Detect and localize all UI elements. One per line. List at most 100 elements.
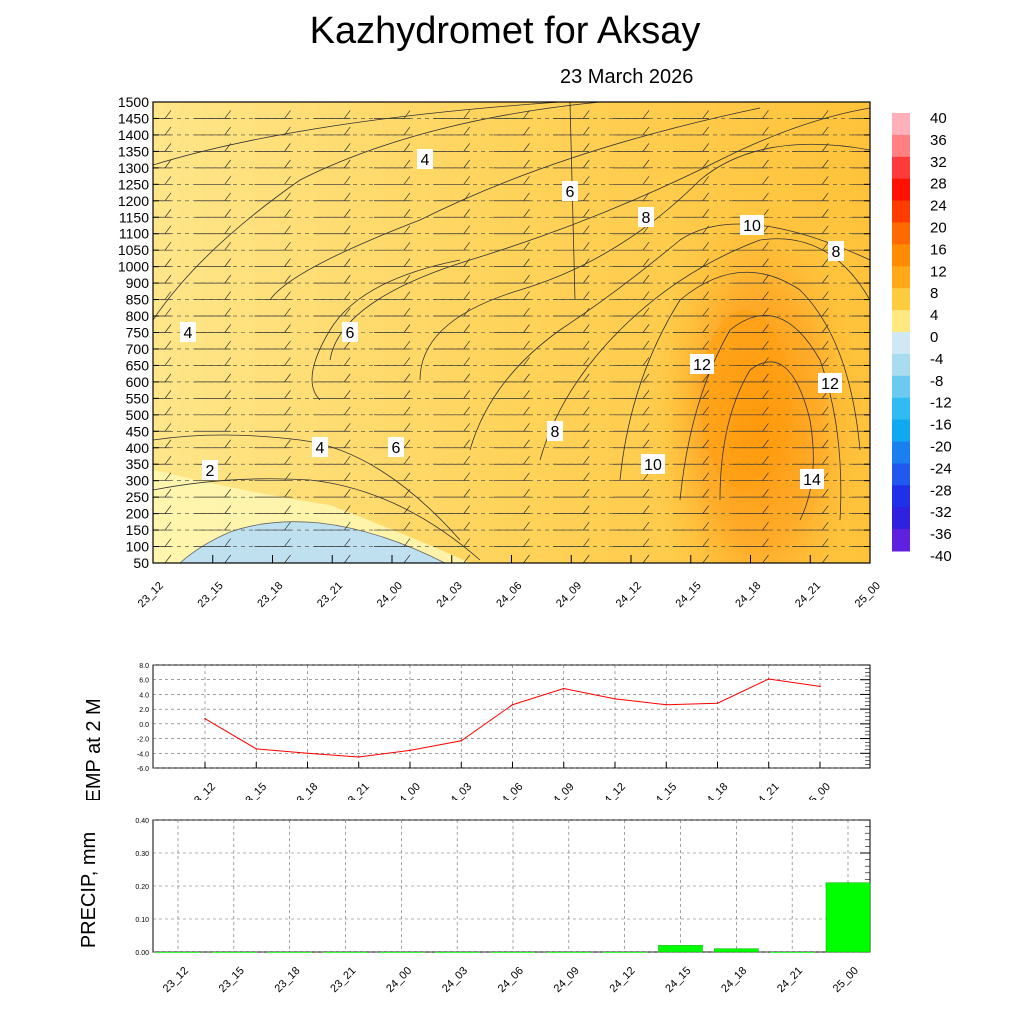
contour-line: [419, 143, 870, 381]
precip-x-tick-label: 23_18: [272, 965, 302, 995]
temp-point: [767, 678, 770, 680]
colorbar-label: 16: [930, 241, 947, 258]
precip-bar: [211, 952, 256, 953]
contour-label-text: 4: [316, 440, 325, 457]
y-tick-label: 1050: [118, 242, 149, 258]
contour-label: 12: [818, 373, 842, 393]
contour-label: 6: [562, 181, 578, 201]
contour-label-bg: [342, 322, 358, 342]
precip-x-tick-label: 24_18: [719, 965, 749, 995]
contour-label-bg: [690, 354, 714, 374]
colorbar-label: 0: [930, 329, 938, 346]
wind-barb: [194, 102, 231, 103]
x-tick-label: 24_18: [733, 580, 763, 610]
contour-label: 6: [342, 322, 358, 342]
temperature-chart: 8.0 6.0 4.0 2.0 0.0 -2.0 -4.0 -6.0 23_12 23_15 23_…: [83, 663, 871, 800]
colorbar-label: -24: [930, 460, 952, 477]
temp-y-tick-label: 4.0: [139, 692, 149, 699]
contour-label-bg: [547, 421, 563, 441]
colorbar-swatch: [892, 419, 910, 442]
colorbar-label: 12: [930, 263, 947, 280]
precip-x-tick-label: 24_09: [552, 965, 582, 995]
colorbar-swatch: [892, 529, 910, 552]
colorbar-label: -36: [930, 526, 952, 543]
wind-barb: [314, 554, 351, 563]
colorbar-label: -32: [930, 504, 952, 521]
temp-x-tick-label: 23_21: [342, 781, 372, 800]
temp-x-tick-label: 24_03: [444, 781, 474, 800]
temp-x-tick-label: 23_12: [188, 781, 218, 800]
temp-point: [460, 739, 463, 742]
y-tick-label: 1000: [118, 259, 149, 275]
contour-label-text: 4: [184, 325, 193, 342]
precip-bar: [435, 952, 480, 953]
y-tick-label: 1350: [118, 143, 149, 159]
contour-label-text: 14: [803, 472, 821, 489]
colorbar-swatch: [892, 507, 910, 530]
colorbar-label: 24: [930, 198, 947, 215]
temp-y-tick-label: -2.0: [137, 737, 149, 744]
precip-y-tick-label: 0.20: [135, 884, 149, 891]
precip-x-tick-label: 24_15: [663, 965, 693, 995]
precip-x-tick-label: 24_12: [607, 965, 637, 995]
contour-label-bg: [740, 215, 764, 235]
temp-point: [204, 717, 206, 720]
y-tick-label: 650: [126, 357, 150, 373]
contour-label: 8: [638, 207, 654, 227]
wind-barb: [613, 554, 650, 563]
contour-line: [329, 107, 870, 361]
x-tick-label: 24_15: [674, 580, 704, 610]
contour-label-bg: [800, 469, 824, 489]
contour-line: [311, 259, 461, 401]
wind-barb: [493, 102, 530, 103]
cold-region: [179, 521, 446, 563]
wind-barb: [672, 554, 710, 563]
contour-label-text: 4: [421, 152, 430, 169]
y-tick-label: 300: [126, 473, 150, 489]
colorbar-label: 40: [930, 110, 947, 127]
temp-y-tick-label: 6.0: [139, 678, 149, 685]
temp-y-tick-label: 2.0: [139, 707, 149, 714]
precip-bar: [714, 948, 759, 953]
temp-point: [614, 698, 616, 700]
colorbar-swatch: [892, 244, 910, 267]
temp-point: [562, 687, 565, 690]
contour-label-text: 8: [832, 244, 841, 261]
wind-barb: [194, 554, 232, 563]
y-tick-label: 850: [126, 292, 150, 308]
wind-barb: [732, 102, 769, 103]
y-tick-label: 500: [126, 407, 150, 423]
colorbar-label: -28: [930, 482, 952, 499]
y-tick-label: 350: [126, 456, 150, 472]
contour-label: 4: [417, 149, 433, 169]
colorbar-swatch: [892, 463, 910, 486]
wind-barb: [433, 554, 471, 563]
temp-y-tick-label: -4.0: [137, 751, 149, 758]
x-tick-label: 25_00: [853, 580, 883, 610]
contour-label-text: 2: [206, 463, 215, 480]
temp-frame: [152, 664, 871, 769]
temp-x-tick-label: 23_18: [290, 781, 320, 800]
colorbar-label: 4: [930, 307, 938, 324]
precip-bar: [658, 945, 703, 953]
precip-bar: [770, 952, 815, 953]
colorbar-swatch: [892, 397, 910, 421]
y-tick-label: 150: [126, 522, 150, 538]
chart-title: Kazhydromet for Aksay: [309, 10, 701, 52]
x-tick-label: 23_15: [196, 580, 226, 610]
x-tick-label: 23_21: [315, 580, 345, 610]
temp-y-axis-label: TEMP at 2 M: [83, 698, 105, 800]
y-tick-label: 700: [126, 341, 150, 357]
contour-label: 2: [202, 460, 218, 480]
x-tick-label: 24_03: [435, 580, 465, 610]
colorbar-swatch: [892, 266, 910, 289]
contour-label: 10: [740, 215, 764, 235]
colorbar-swatch: [892, 375, 910, 399]
contour-label-text: 6: [346, 325, 355, 342]
y-tick-label: 1400: [118, 127, 149, 143]
wind-barb: [314, 102, 351, 103]
colorbar-swatch: [892, 222, 910, 245]
temp-point: [819, 685, 821, 688]
contour-label-bg: [562, 181, 578, 201]
